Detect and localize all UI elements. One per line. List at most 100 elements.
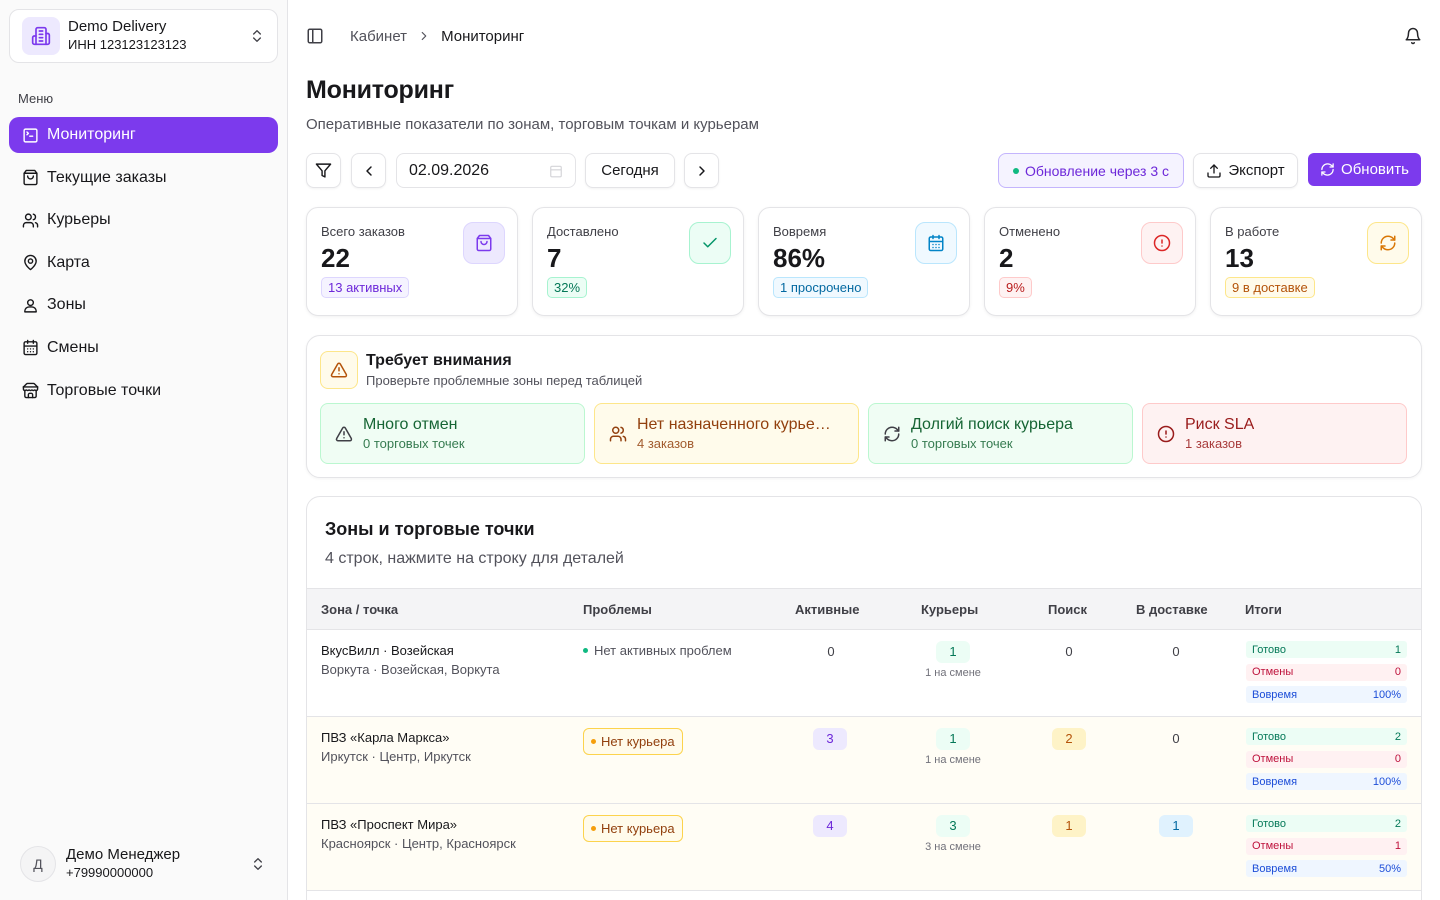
kpi-label: Вовремя — [773, 224, 827, 239]
store-icon — [21, 382, 39, 400]
column-header[interactable]: Зона / точка — [321, 602, 399, 617]
sidebar-item-orders[interactable]: Текущие заказы — [9, 160, 278, 196]
org-name: Demo Delivery — [68, 18, 167, 35]
bell-icon[interactable] — [1404, 27, 1422, 45]
column-header[interactable]: В доставке — [1136, 602, 1208, 617]
user-name: Демо Менеджер — [66, 846, 181, 863]
calendar-icon — [915, 222, 957, 264]
shopping-bag-icon — [463, 222, 505, 264]
user-phone: +79990000000 — [66, 865, 154, 880]
total-done: Готово 2 — [1246, 815, 1407, 832]
attention-card-sla-risk[interactable]: Риск SLA 1 заказов — [1142, 403, 1407, 464]
problem-status: Нет активных проблем — [583, 643, 732, 658]
attention-title: Требует внимания — [366, 352, 512, 369]
sidebar-item-monitoring[interactable]: Мониторинг — [9, 117, 278, 153]
kpi-badge: 9% — [999, 277, 1032, 298]
row-name: ПВЗ «Карла Маркса» — [321, 730, 450, 745]
chevron-right-icon — [417, 29, 431, 43]
menu-label: Меню — [18, 91, 54, 106]
kpi-value: 86% — [773, 243, 826, 273]
zones-table-card: Зоны и торговые точки 4 строк, нажмите н… — [306, 496, 1422, 900]
export-button[interactable]: Экспорт — [1193, 153, 1298, 188]
column-header[interactable]: Проблемы — [583, 602, 652, 617]
column-header[interactable]: Поиск — [1048, 602, 1088, 617]
table-row[interactable]: ВкусВилл · Возейская Воркута · Возейская… — [307, 630, 1421, 717]
problem-badge: Нет курьера — [583, 815, 683, 842]
active-count: 3 — [813, 728, 847, 750]
problem-badge: Нет курьера — [583, 728, 683, 755]
kpi-card-in-progress[interactable]: В работе 13 9 в доставке — [1210, 207, 1422, 316]
alert-triangle-icon — [320, 351, 358, 389]
couriers-count: 1 — [936, 641, 970, 663]
total-done: Готово 1 — [1246, 641, 1407, 658]
attention-card-title: Долгий поиск курьера — [911, 415, 1073, 433]
user-square-icon — [21, 296, 39, 314]
sidebar-nav: Мониторинг Текущие заказы Курьеры Карта … — [9, 117, 278, 415]
terminal-square-icon — [21, 126, 39, 144]
active-count: 0 — [827, 644, 835, 659]
kpi-badge: 9 в доставке — [1225, 277, 1315, 298]
row-totals: Готово 2 Отмены 0 Вовремя 100% — [1246, 728, 1407, 796]
breadcrumb-link[interactable]: Кабинет — [350, 27, 408, 45]
kpi-badge: 1 просрочено — [773, 277, 869, 298]
sidebar-item-label: Смены — [47, 338, 99, 356]
shopping-bag-icon — [21, 169, 39, 187]
refresh-button[interactable]: Обновить — [1308, 153, 1421, 186]
prev-day-button[interactable] — [351, 153, 386, 188]
main-content: Кабинет Мониторинг Мониторинг Оперативны… — [288, 0, 1440, 900]
kpi-badge: 32% — [547, 277, 588, 298]
column-header[interactable]: Итоги — [1245, 602, 1282, 617]
status-dot — [1012, 167, 1019, 174]
today-button[interactable]: Сегодня — [585, 153, 675, 188]
user-menu[interactable]: Д Демо Менеджер +79990000000 — [20, 844, 278, 884]
sidebar-item-couriers[interactable]: Курьеры — [9, 202, 278, 238]
sidebar-item-shifts[interactable]: Смены — [9, 330, 278, 366]
attention-subtitle: Проверьте проблемные зоны перед таблицей — [366, 373, 643, 388]
kpi-card-cancelled[interactable]: Отменено 2 9% — [984, 207, 1196, 316]
users-icon — [21, 211, 39, 229]
attention-card-title: Риск SLA — [1185, 415, 1255, 433]
attention-card-no-courier[interactable]: Нет назначенного курье… 4 заказов — [594, 403, 859, 464]
row-totals: Готово 2 Отмены 1 Вовремя 50% — [1246, 815, 1407, 883]
avatar: Д — [20, 846, 56, 882]
sidebar-item-stores[interactable]: Торговые точки — [9, 373, 278, 409]
attention-card-title: Много отмен — [363, 415, 458, 433]
kpi-card-total[interactable]: Всего заказов 22 13 активных — [306, 207, 518, 316]
on-shift-text: 3 на смене — [925, 841, 981, 853]
toolbar: 02.09.2026 Сегодня Обновление через 3 с … — [306, 153, 1422, 188]
on-shift-text: 1 на смене — [925, 667, 981, 679]
column-header[interactable]: Курьеры — [921, 602, 979, 617]
sidebar-item-map[interactable]: Карта — [9, 245, 278, 281]
attention-card-long-search[interactable]: Долгий поиск курьера 0 торговых точек — [868, 403, 1133, 464]
delivery-count: 0 — [1172, 644, 1180, 659]
attention-card-many-cancels[interactable]: Много отмен 0 торговых точек — [320, 403, 585, 464]
row-address: Красноярск · Центр, Красноярск — [321, 836, 516, 851]
refresh-icon — [1320, 162, 1335, 177]
alert-circle-icon — [1157, 425, 1175, 443]
alert-triangle-icon — [335, 425, 353, 443]
kpi-card-delivered[interactable]: Доставлено 7 32% — [532, 207, 744, 316]
auto-refresh-text: Обновление через 3 с — [1024, 162, 1170, 179]
date-input[interactable]: 02.09.2026 — [396, 153, 576, 188]
sidebar-toggle-icon[interactable] — [306, 27, 324, 45]
refresh-label: Обновить — [1341, 161, 1409, 178]
attention-panel: Требует внимания Проверьте проблемные зо… — [306, 335, 1422, 478]
org-switcher[interactable]: Demo Delivery ИНН 123123123123 — [9, 9, 278, 63]
kpi-value: 7 — [547, 243, 562, 273]
sidebar: Demo Delivery ИНН 123123123123 Меню Мони… — [0, 0, 288, 900]
problem-text: Нет активных проблем — [594, 643, 732, 658]
next-day-button[interactable] — [684, 153, 719, 188]
row-address: Воркута · Возейская, Воркута — [321, 662, 500, 677]
table-row[interactable]: ПВЗ «Проспект Мира» Красноярск · Центр, … — [307, 804, 1421, 891]
filter-button[interactable] — [306, 153, 341, 188]
sidebar-item-zones[interactable]: Зоны — [9, 287, 278, 323]
table-row[interactable]: ПВЗ «Карла Маркса» Иркутск · Центр, Ирку… — [307, 717, 1421, 804]
attention-card-sub: 0 торговых точек — [363, 435, 465, 451]
kpi-card-ontime[interactable]: Вовремя 86% 1 просрочено — [758, 207, 970, 316]
column-header[interactable]: Активные — [795, 602, 860, 617]
date-value: 02.09.2026 — [409, 161, 490, 179]
status-dot — [591, 826, 596, 831]
row-name: ВкусВилл · Возейская — [321, 643, 454, 658]
alert-circle-icon — [1141, 222, 1183, 264]
kpi-label: В работе — [1225, 224, 1280, 239]
